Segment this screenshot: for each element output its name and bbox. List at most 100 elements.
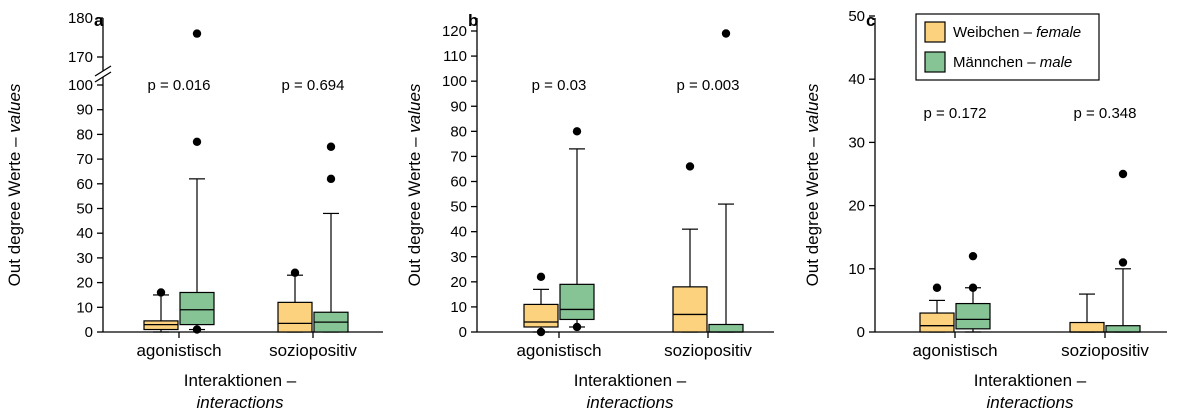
legend: Weibchen – female Männchen – male	[915, 13, 1100, 81]
p-value: p = 0.348	[1074, 105, 1137, 122]
x-axis-label-italic: interactions	[587, 393, 674, 412]
x-tick-label: agonistisch	[912, 341, 997, 360]
box-iqr	[1069, 321, 1105, 333]
outlier-point	[156, 288, 166, 297]
y-axis-label: Out degree Werte – values	[405, 83, 424, 286]
y-tick-label: 0	[85, 324, 93, 341]
outlier-point	[192, 29, 202, 38]
panel-letter: b	[468, 11, 478, 30]
outlier-point	[572, 127, 582, 136]
box-iqr	[708, 323, 744, 333]
box-iqr	[277, 301, 313, 333]
x-tick-label: agonistisch	[516, 341, 601, 360]
outlier-point	[192, 325, 202, 334]
panel-letter: a	[94, 11, 104, 30]
panel-c: 0 10 20 30 40 50 agonistisch soziopositiv c Out d…	[803, 8, 1167, 412]
outlier-point	[1118, 258, 1128, 267]
y-tick-label: 100	[68, 77, 93, 94]
outlier-point	[968, 251, 978, 261]
x-axis-label-italic: interactions	[987, 393, 1074, 412]
x-axis-label: Interaktionen –	[184, 371, 297, 390]
box-male-soziopositiv	[313, 142, 349, 333]
y-tick-label: 10	[76, 299, 93, 316]
p-value: p = 0.016	[148, 77, 211, 94]
x-axis-label-italic: interactions	[197, 393, 284, 412]
legend-label-female: Weibchen – female	[953, 24, 1081, 41]
outlier-point	[968, 283, 978, 292]
y-axis-label: Out degree Werte – values	[803, 83, 822, 286]
panel-b: 0 10 20 30 40 50 60 70 80 90 100 110 120 agonistisch s…	[405, 11, 774, 412]
y-tick-label: 90	[450, 98, 467, 115]
box-female-agonistisch	[919, 283, 955, 333]
legend-frame	[915, 13, 1100, 81]
box-male-soziopositiv	[708, 29, 744, 333]
y-tick-label: 0	[857, 324, 865, 341]
outlier-point	[326, 174, 336, 184]
y-tick-label: 30	[76, 250, 93, 267]
outlier-point	[192, 137, 202, 147]
y-tick-label: 50	[450, 199, 467, 216]
y-tick-label: 20	[450, 274, 467, 291]
p-value: p = 0.172	[924, 105, 987, 122]
y-tick-label: 60	[450, 174, 467, 191]
box-male-agonistisch	[179, 29, 215, 334]
panel-a: 0 10 20 30 40 50 60 70 80 90 100 170 180 agonistisch s…	[5, 10, 383, 412]
y-tick-label: 20	[848, 198, 865, 215]
outlier-point	[536, 327, 546, 337]
box-female-soziopositiv	[277, 268, 313, 333]
x-tick-label: soziopositiv	[269, 341, 357, 360]
box-male-agonistisch	[955, 251, 991, 333]
box-female-soziopositiv	[1069, 293, 1105, 333]
y-tick-label: 10	[848, 261, 865, 278]
y-tick-label: 110	[443, 48, 467, 65]
box-iqr	[672, 286, 708, 333]
box-male-agonistisch	[559, 127, 595, 332]
y-tick-label: 70	[450, 148, 467, 165]
box-iqr	[919, 312, 955, 333]
legend-swatch-male	[924, 51, 946, 73]
y-tick-label: 100	[442, 73, 467, 90]
outlier-point	[721, 29, 731, 38]
box-iqr	[523, 303, 559, 328]
outlier-point	[290, 268, 300, 277]
y-tick-label: 50	[76, 201, 93, 218]
y-tick-label: 30	[450, 249, 467, 266]
x-axis-label: Interaktionen –	[974, 371, 1087, 390]
x-tick-label: agonistisch	[136, 341, 221, 360]
y-tick-label: 0	[459, 324, 467, 341]
y-tick-label: 120	[442, 23, 467, 40]
y-tick-label: 40	[450, 224, 467, 241]
axis-break-mark	[94, 71, 112, 83]
y-tick-label: 180	[68, 10, 93, 27]
outlier-point	[326, 142, 336, 151]
box-female-agonistisch	[143, 288, 179, 333]
y-tick-label: 40	[848, 71, 865, 88]
x-tick-label: soziopositiv	[664, 341, 752, 360]
legend-label-male: Männchen – male	[953, 54, 1072, 71]
outlier-point	[685, 162, 695, 171]
y-tick-label: 40	[76, 225, 93, 242]
box-iqr	[559, 283, 595, 321]
x-tick-label: soziopositiv	[1061, 341, 1149, 360]
y-tick-label: 70	[76, 151, 93, 168]
y-tick-label: 30	[848, 134, 865, 151]
y-tick-label: 90	[76, 102, 93, 119]
p-value: p = 0.03	[532, 77, 587, 94]
legend-swatch-female	[924, 21, 946, 43]
box-iqr	[1105, 325, 1141, 333]
x-axis-label: Interaktionen –	[574, 371, 687, 390]
y-tick-label: 60	[76, 176, 93, 193]
outlier-point	[932, 283, 942, 292]
outlier-point	[572, 322, 582, 332]
outlier-point	[536, 272, 546, 282]
y-tick-label: 20	[76, 275, 93, 292]
box-female-soziopositiv	[672, 162, 708, 333]
box-male-soziopositiv	[1105, 169, 1141, 333]
box-iqr	[179, 291, 215, 326]
box-female-agonistisch	[523, 272, 559, 337]
y-axis-label: Out degree Werte – values	[5, 83, 24, 286]
y-tick-label: 80	[76, 126, 93, 143]
p-value: p = 0.003	[677, 77, 740, 94]
y-tick-label: 80	[450, 123, 467, 140]
